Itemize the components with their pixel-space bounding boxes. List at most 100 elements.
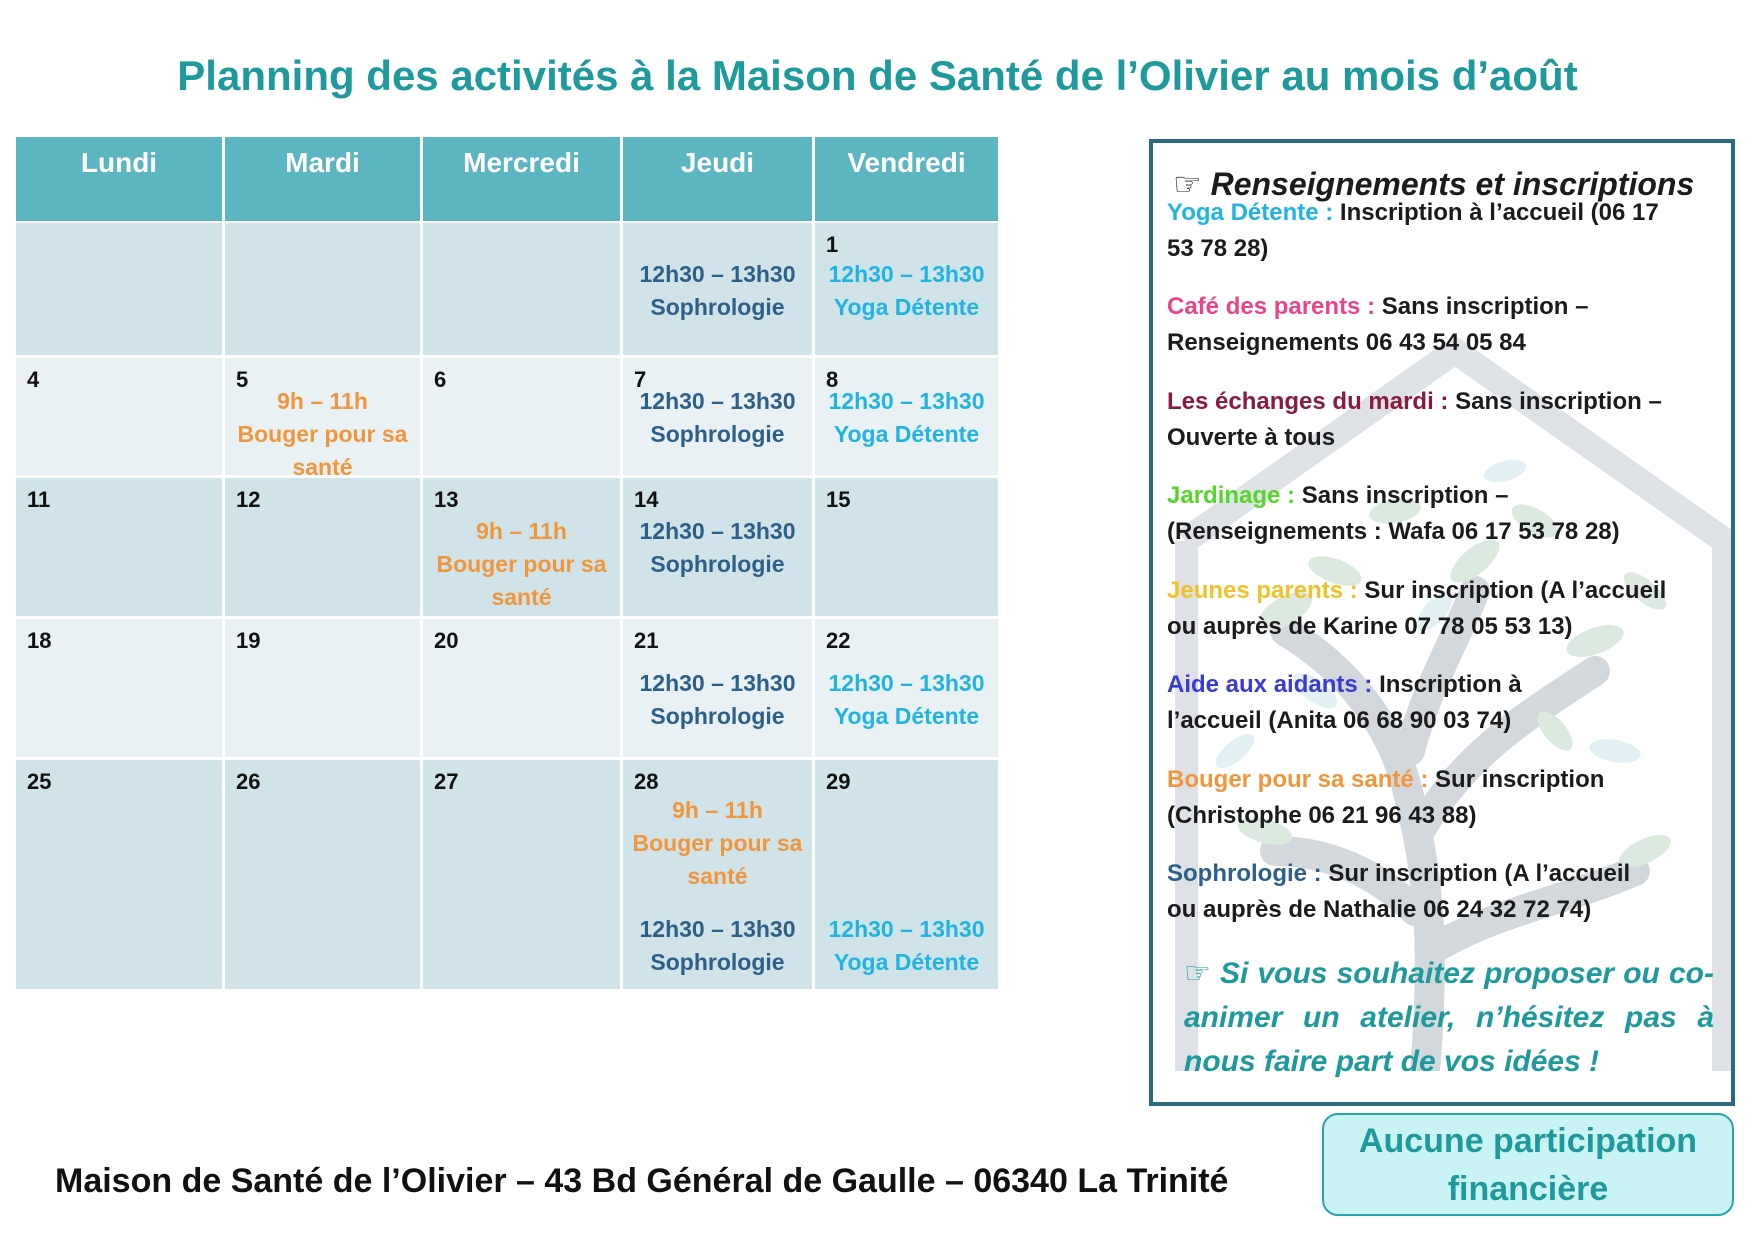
event-bouger: 9h – 11h Bouger pour sa santé	[423, 515, 620, 614]
calendar-cell	[225, 223, 423, 358]
day-number: 11	[27, 487, 51, 512]
calendar-cell	[16, 223, 225, 358]
day-number: 19	[236, 628, 261, 653]
info-item: Bouger pour sa santé : Sur inscription (C…	[1167, 762, 1727, 834]
event-name: Bouger pour sa	[237, 421, 408, 447]
event-yoga: 12h30 – 13h30 Yoga Détente	[815, 385, 998, 451]
calendar-cell: 22 12h30 – 13h30 Yoga Détente	[815, 619, 1001, 760]
event-bouger: 9h – 11h Bouger pour sa santé	[623, 794, 812, 893]
info-label: Sophrologie :	[1167, 860, 1322, 887]
event-name: santé	[491, 584, 552, 610]
event-time: 12h30 – 13h30	[828, 670, 985, 696]
info-item: Aide aux aidants : Inscription à l’accuei…	[1167, 667, 1727, 739]
event-name: Sophrologie	[650, 421, 785, 447]
day-number: 20	[434, 628, 459, 653]
header-lundi: Lundi	[16, 137, 225, 221]
info-text: Inscription à	[1379, 671, 1522, 698]
event-name: Yoga Détente	[833, 703, 980, 729]
event-name: Sophrologie	[650, 551, 785, 577]
event-name: Yoga Détente	[833, 949, 980, 975]
badge-line-1: Aucune participation	[1358, 1122, 1698, 1160]
calendar-cell: 1 12h30 – 13h30 Yoga Détente	[815, 223, 1001, 358]
proposal-text: ☞ Si vous souhaitez proposer ou co-anime…	[1184, 952, 1714, 1084]
info-text-continued: ou auprès de Karine 07 78 05 53 13)	[1167, 613, 1573, 640]
event-soph: 12h30 – 13h30 Sophrologie	[623, 258, 812, 324]
day-number: 28	[634, 769, 659, 794]
info-label: Bouger pour sa santé :	[1167, 766, 1429, 793]
calendar-cell: 7 12h30 – 13h30 Sophrologie	[623, 358, 815, 478]
calendar-cell: 11	[16, 478, 225, 619]
event-time: 12h30 – 13h30	[639, 518, 796, 544]
day-number: 14	[634, 487, 659, 512]
day-number: 29	[826, 769, 851, 794]
info-item: Jeunes parents : Sur inscription (A l’ac…	[1167, 573, 1727, 645]
info-item: Sophrologie : Sur inscription (A l’accue…	[1167, 856, 1727, 928]
event-time: 12h30 – 13h30	[639, 916, 796, 942]
calendar-cell: 13 9h – 11h Bouger pour sa santé	[423, 478, 623, 619]
calendar-cell: 15	[815, 478, 1001, 619]
event-name: Sophrologie	[650, 294, 785, 320]
calendar-cell: 20	[423, 619, 623, 760]
info-text: Sans inscription –	[1455, 388, 1662, 415]
event-soph: 12h30 – 13h30 Sophrologie	[623, 385, 812, 451]
info-text-continued: l’accueil (Anita 06 68 90 03 74)	[1167, 707, 1512, 734]
page-title: Planning des activités à la Maison de Sa…	[177, 52, 1578, 99]
header-mercredi: Mercredi	[423, 137, 623, 221]
info-text-continued: (Renseignements : Wafa 06 17 53 78 28)	[1167, 518, 1620, 545]
event-time: 12h30 – 13h30	[639, 670, 796, 696]
info-label: Aide aux aidants :	[1167, 671, 1373, 698]
day-number: 5	[236, 367, 249, 392]
proposal-message: Si vous souhaitez proposer ou co-animer …	[1184, 957, 1714, 1078]
info-text: Sur inscription (A l’accueil	[1328, 860, 1631, 887]
calendar-grid: Lundi Mardi Mercredi Jeudi Vendredi 12h30 – 1…	[16, 137, 1132, 1100]
calendar-cell	[423, 223, 623, 358]
event-yoga: 12h30 – 13h30 Yoga Détente	[815, 667, 998, 733]
event-soph: 12h30 – 13h30 Sophrologie	[623, 515, 812, 581]
calendar-cell: 21 12h30 – 13h30 Sophrologie	[623, 619, 815, 760]
day-number: 27	[434, 769, 459, 794]
event-time: 12h30 – 13h30	[828, 261, 985, 287]
calendar-cell: 26	[225, 760, 423, 992]
day-number: 12	[236, 487, 261, 512]
calendar-header-row: Lundi Mardi Mercredi Jeudi Vendredi	[16, 137, 1132, 221]
info-text-continued: ou auprès de Nathalie 06 24 32 72 74)	[1167, 896, 1592, 923]
day-number: 7	[634, 367, 647, 392]
header-vendredi: Vendredi	[815, 137, 1001, 221]
day-number: 6	[434, 367, 447, 392]
header-jeudi: Jeudi	[623, 137, 815, 221]
info-label: Café des parents :	[1167, 293, 1376, 320]
day-number: 26	[236, 769, 261, 794]
info-item: Jardinage : Sans inscription – (Renseigne…	[1167, 478, 1727, 550]
event-name: Bouger pour sa	[632, 830, 803, 856]
calendar-cell: 25	[16, 760, 225, 992]
footer-address: Maison de Santé de l’Olivier – 43 Bd Gén…	[55, 1162, 1229, 1200]
info-label: Jardinage :	[1167, 482, 1296, 509]
calendar-cell: 18	[16, 619, 225, 760]
info-label: Yoga Détente :	[1167, 199, 1334, 226]
day-number: 22	[826, 628, 851, 653]
event-time: 12h30 – 13h30	[639, 261, 796, 287]
event-name: Yoga Détente	[833, 294, 980, 320]
day-number: 1	[826, 232, 839, 257]
calendar-cell: 28 9h – 11h Bouger pour sa santé 12h30 – 13h…	[623, 760, 815, 992]
event-name: Yoga Détente	[833, 421, 980, 447]
info-text: Inscription à l’accueil (06 17	[1339, 199, 1659, 226]
day-number: 4	[27, 367, 40, 392]
panel-title: ☞ Renseignements et inscriptions	[1173, 165, 1731, 203]
info-text-continued: Ouverte à tous	[1167, 424, 1336, 451]
panel-title-text: Renseignements et inscriptions	[1210, 166, 1695, 202]
calendar-cell: 6	[423, 358, 623, 478]
info-text: Sans inscription –	[1301, 482, 1509, 509]
event-name: Sophrologie	[650, 703, 785, 729]
day-number: 8	[826, 367, 839, 392]
event-name: santé	[292, 454, 353, 480]
event-soph: 12h30 – 13h30 Sophrologie	[623, 913, 812, 979]
calendar-cell: 29 12h30 – 13h30 Yoga Détente	[815, 760, 1001, 992]
calendar-cell: 27	[423, 760, 623, 992]
calendar-cell: 8 12h30 – 13h30 Yoga Détente	[815, 358, 1001, 478]
event-time: 9h – 11h	[672, 797, 763, 823]
badge-line-2: financière	[1447, 1170, 1609, 1208]
day-number: 13	[434, 487, 459, 512]
info-item: Yoga Détente : Inscription à l’accueil (…	[1167, 195, 1727, 267]
calendar-cell: 19	[225, 619, 423, 760]
